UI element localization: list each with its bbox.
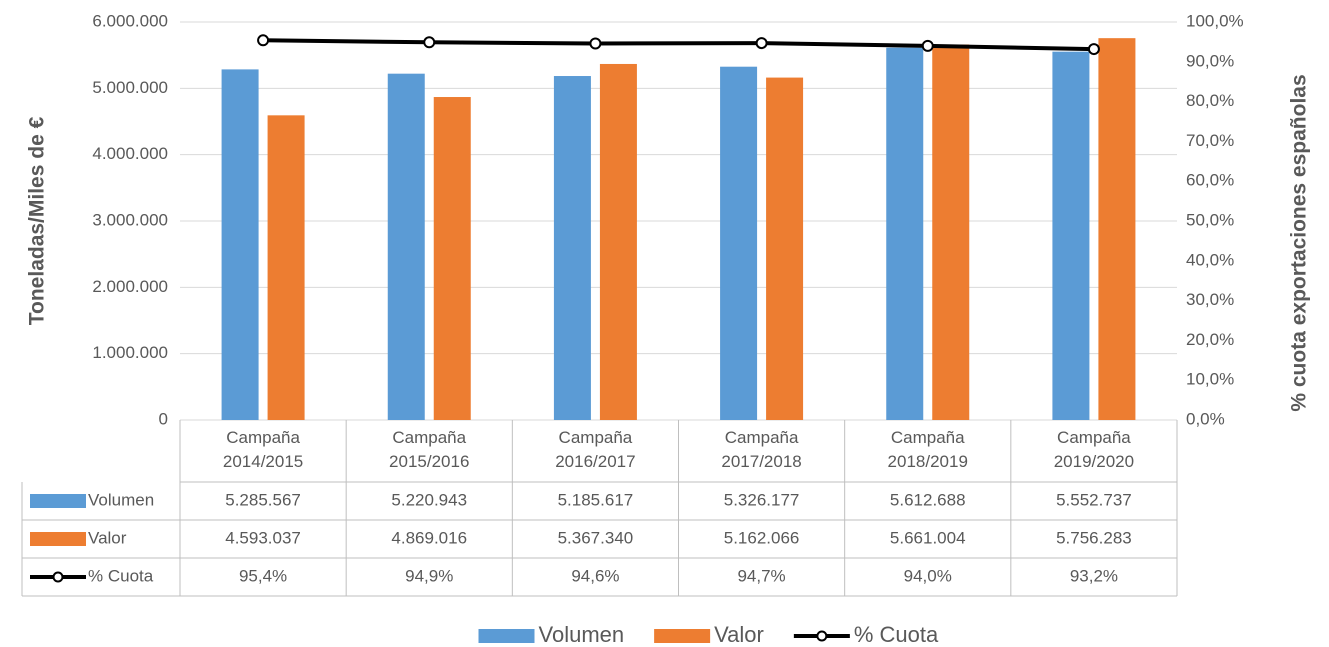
- y-tick-label: 1.000.000: [92, 343, 168, 362]
- table-value: 94,6%: [571, 566, 619, 585]
- category-cell: Campaña 2016/2017: [555, 428, 636, 471]
- table-value: 95,4%: [239, 566, 287, 585]
- legend-label: Valor: [714, 622, 764, 647]
- bar: [387, 73, 425, 421]
- y2-tick-label: 50,0%: [1186, 210, 1234, 229]
- table-value: 4.869.016: [391, 528, 467, 547]
- table-value: 94,7%: [737, 566, 785, 585]
- x-tick-label: Campaña 2015/2016: [389, 428, 470, 471]
- line: [263, 38, 1094, 52]
- y-tick-label: 4.000.000: [92, 144, 168, 163]
- table-value: 5.162.066: [724, 528, 800, 547]
- line-marker: [589, 37, 602, 50]
- bar: [599, 63, 637, 421]
- bar: [553, 76, 591, 420]
- table-value: 5.756.283: [1056, 528, 1132, 547]
- bar: [1052, 51, 1090, 420]
- table-value: 5.285.567: [225, 490, 301, 509]
- y2-tick-label: 20,0%: [1186, 330, 1234, 349]
- category-cell: Campaña 2017/2018: [721, 428, 802, 471]
- legend-label: Volumen: [539, 622, 625, 647]
- x-tick-label: Campaña 2019/2020: [1053, 428, 1135, 471]
- table-legend-label: Volumen: [88, 490, 154, 509]
- line-marker: [921, 39, 934, 52]
- y-tick-label: 0: [159, 409, 168, 428]
- table-value: 5.661.004: [890, 528, 966, 547]
- bar: [932, 44, 970, 421]
- bar: [1098, 38, 1136, 420]
- table-value: 93,2%: [1070, 566, 1118, 585]
- y2-tick-label: 100,0%: [1186, 11, 1244, 30]
- table-value: 5.367.340: [558, 528, 634, 547]
- x-tick-label: Campaña 2014/2015: [222, 428, 304, 471]
- table-value: 94,9%: [405, 566, 453, 585]
- y2-tick-label: 90,0%: [1186, 51, 1234, 70]
- y2-tick-label: 30,0%: [1186, 290, 1234, 309]
- table-value: 5.552.737: [1056, 490, 1132, 509]
- y2-tick-label: 80,0%: [1186, 91, 1234, 110]
- table-value: 94,0%: [904, 566, 952, 585]
- category-cell: Campaña 2015/2016: [389, 428, 470, 471]
- y2-tick-label: 70,0%: [1186, 131, 1234, 150]
- table-legend-label: Valor: [88, 528, 127, 547]
- legend-key: [816, 630, 828, 642]
- bar: [267, 115, 305, 420]
- x-tick-label: Campaña 2018/2019: [887, 428, 968, 471]
- legend-key: [478, 629, 535, 643]
- x-tick-label: Campaña 2017/2018: [721, 428, 802, 471]
- line-marker: [1087, 43, 1100, 56]
- y-tick-label: 2.000.000: [92, 277, 168, 296]
- table-legend-label: % Cuota: [88, 566, 154, 585]
- line-marker: [423, 36, 436, 49]
- y2-tick-label: 40,0%: [1186, 250, 1234, 269]
- table-value: 5.185.617: [558, 490, 634, 509]
- x-tick-label: Campaña 2016/2017: [555, 428, 636, 471]
- line-marker: [257, 34, 270, 47]
- legend-key: [654, 629, 711, 643]
- bar: [720, 66, 758, 420]
- line-marker: [755, 37, 768, 50]
- y-tick-label: 6.000.000: [92, 11, 168, 30]
- bar: [886, 47, 924, 420]
- y-axis-title: Toneladas/Miles de €: [26, 116, 49, 325]
- y2-tick-label: 0,0%: [1186, 409, 1225, 428]
- table-legend-key: [30, 494, 86, 508]
- table-legend-key: [52, 571, 64, 583]
- y-tick-label: 3.000.000: [92, 210, 168, 229]
- category-cell: Campaña 2018/2019: [887, 428, 968, 471]
- y2-tick-label: 60,0%: [1186, 171, 1234, 190]
- bar: [766, 77, 804, 421]
- category-cell: Campaña 2014/2015: [222, 428, 304, 471]
- y2-axis-title: % cuota exportaciones españolas: [1288, 74, 1311, 411]
- table-value: 5.326.177: [724, 490, 800, 509]
- table-value: 5.220.943: [391, 490, 467, 509]
- bar: [221, 69, 259, 421]
- legend: Volumen Valor % Cuota: [539, 622, 940, 647]
- table-legend-key: [30, 532, 86, 546]
- table-value: 5.612.688: [890, 490, 966, 509]
- bar: [433, 97, 471, 420]
- table-value: 4.593.037: [225, 528, 301, 547]
- y-tick-label: 5.000.000: [92, 78, 168, 97]
- y2-tick-label: 10,0%: [1186, 370, 1234, 389]
- legend-label: % Cuota: [854, 622, 939, 647]
- category-cell: Campaña 2019/2020: [1053, 428, 1135, 471]
